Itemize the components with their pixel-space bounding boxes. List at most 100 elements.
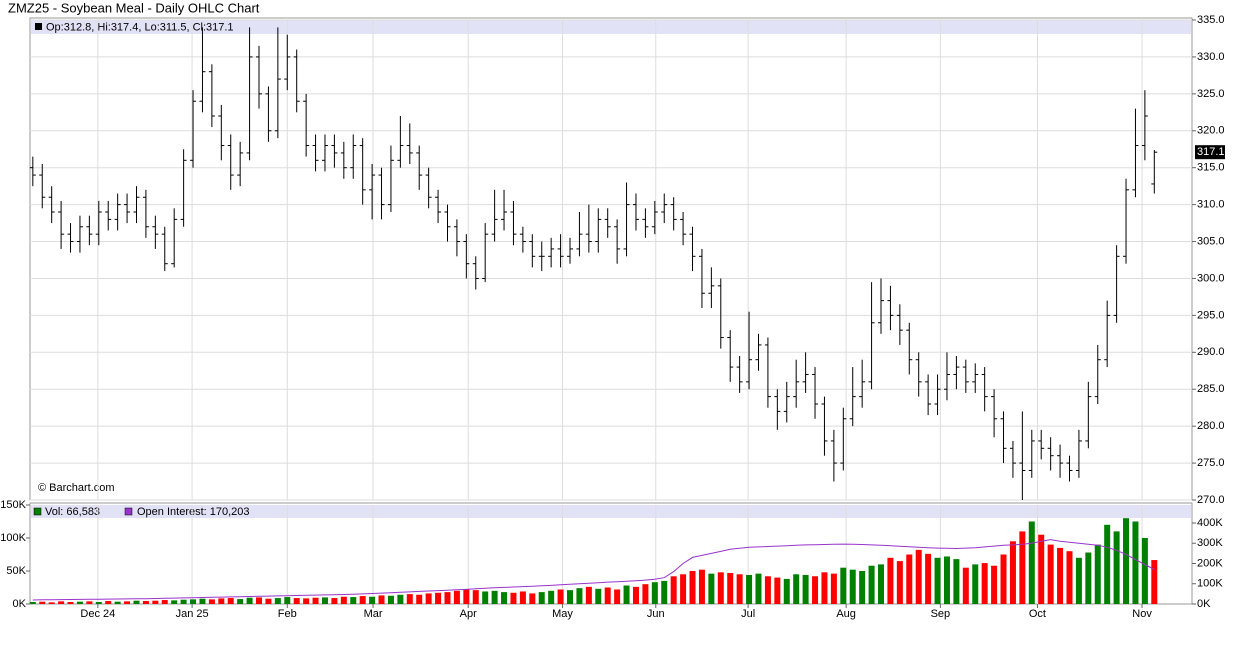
volume-bar xyxy=(934,557,941,604)
volume-bar xyxy=(76,601,83,604)
volume-bar xyxy=(1151,560,1158,604)
info-strip xyxy=(31,20,1191,34)
x-tick-label: May xyxy=(552,608,573,620)
volume-bar xyxy=(689,571,696,604)
volume-bar xyxy=(1141,538,1148,604)
volume-bar xyxy=(199,598,206,604)
volume-bar xyxy=(463,589,470,604)
volume-bar xyxy=(1009,541,1016,604)
volume-bar xyxy=(501,592,508,604)
volume-bar xyxy=(642,584,649,604)
volume-bar xyxy=(764,576,771,604)
last-price-label: 317.1 xyxy=(1197,146,1225,158)
volume-bar xyxy=(359,596,366,604)
volume-bar xyxy=(1028,521,1035,604)
volume-bar xyxy=(972,564,979,604)
volume-bar xyxy=(529,593,536,604)
x-tick-label: Apr xyxy=(460,608,477,620)
volume-bar xyxy=(887,557,894,604)
volume-bar xyxy=(340,596,347,604)
volume-bar xyxy=(425,593,432,604)
volume-bar xyxy=(406,594,413,604)
volume-bar xyxy=(1075,557,1082,604)
volume-bar xyxy=(435,592,442,604)
volume-bar xyxy=(991,565,998,604)
volume-bar xyxy=(943,556,950,604)
volume-bar xyxy=(1019,531,1026,604)
volume-tick-label: 50K xyxy=(6,565,26,577)
x-tick-label: Nov xyxy=(1132,608,1152,620)
volume-bar xyxy=(651,582,658,604)
volume-bar xyxy=(727,572,734,604)
volume-bar xyxy=(124,601,131,604)
volume-bar xyxy=(510,592,517,604)
volume-panel xyxy=(29,502,1193,605)
volume-bar xyxy=(698,569,705,604)
volume-bar xyxy=(953,559,960,604)
volume-bar xyxy=(95,602,102,604)
y-tick-label: 310.0 xyxy=(1197,199,1225,211)
volume-bar xyxy=(161,600,168,604)
oi-tick-label: 400K xyxy=(1197,517,1223,529)
volume-bar xyxy=(736,574,743,604)
volume-bar xyxy=(29,602,36,604)
volume-bar xyxy=(152,600,159,604)
oi-legend: Open Interest: 170,203 xyxy=(137,506,250,518)
oi-tick-label: 0K xyxy=(1197,598,1211,610)
volume-bar xyxy=(369,596,376,604)
volume-bar xyxy=(237,599,244,604)
volume-bar xyxy=(114,601,121,604)
volume-bar xyxy=(331,598,338,604)
volume-bar xyxy=(567,590,574,604)
volume-bar xyxy=(519,591,526,604)
volume-bar xyxy=(859,571,866,604)
volume-bar xyxy=(1104,524,1111,604)
volume-bar xyxy=(614,589,621,604)
volume-bar xyxy=(868,565,875,604)
volume-bar xyxy=(472,590,479,604)
volume-bar xyxy=(812,576,819,604)
volume-bar xyxy=(849,569,856,604)
x-tick-label: Oct xyxy=(1029,608,1046,620)
volume-bar xyxy=(293,598,300,604)
volume-bar xyxy=(925,553,932,604)
volume-bar xyxy=(548,590,555,604)
volume-bar xyxy=(878,564,885,604)
volume-strip xyxy=(31,505,1191,518)
volume-bar xyxy=(39,601,46,604)
volume-bar xyxy=(48,602,55,604)
volume-bar xyxy=(915,549,922,604)
volume-bar xyxy=(142,601,149,604)
volume-bar xyxy=(981,563,988,604)
volume-bar xyxy=(1038,534,1045,604)
volume-bar xyxy=(312,597,319,604)
volume-bar xyxy=(218,598,225,604)
x-tick-label: Dec 24 xyxy=(80,608,115,620)
y-tick-label: 280.0 xyxy=(1197,420,1225,432)
volume-bar xyxy=(604,587,611,604)
volume-bar xyxy=(538,592,545,604)
volume-tick-label: 100K xyxy=(0,532,26,544)
volume-bar xyxy=(321,597,328,604)
oi-tick-label: 200K xyxy=(1197,557,1223,569)
volume-bar xyxy=(595,588,602,604)
volume-bar xyxy=(284,597,291,604)
y-tick-label: 330.0 xyxy=(1197,51,1225,63)
volume-bar xyxy=(962,567,969,604)
y-tick-label: 320.0 xyxy=(1197,125,1225,137)
volume-bar xyxy=(397,594,404,604)
volume-bar xyxy=(821,572,828,604)
volume-bar xyxy=(1047,544,1054,604)
y-tick-label: 315.0 xyxy=(1197,162,1225,174)
y-tick-label: 285.0 xyxy=(1197,383,1225,395)
volume-bar xyxy=(256,597,263,604)
volume-bar xyxy=(1000,554,1007,604)
volume-bar xyxy=(105,601,112,604)
volume-swatch xyxy=(33,507,42,516)
volume-bar xyxy=(303,598,310,604)
volume-bar xyxy=(830,573,837,604)
volume-bar xyxy=(246,597,253,604)
volume-bar xyxy=(906,554,913,604)
volume-bar xyxy=(416,594,423,604)
